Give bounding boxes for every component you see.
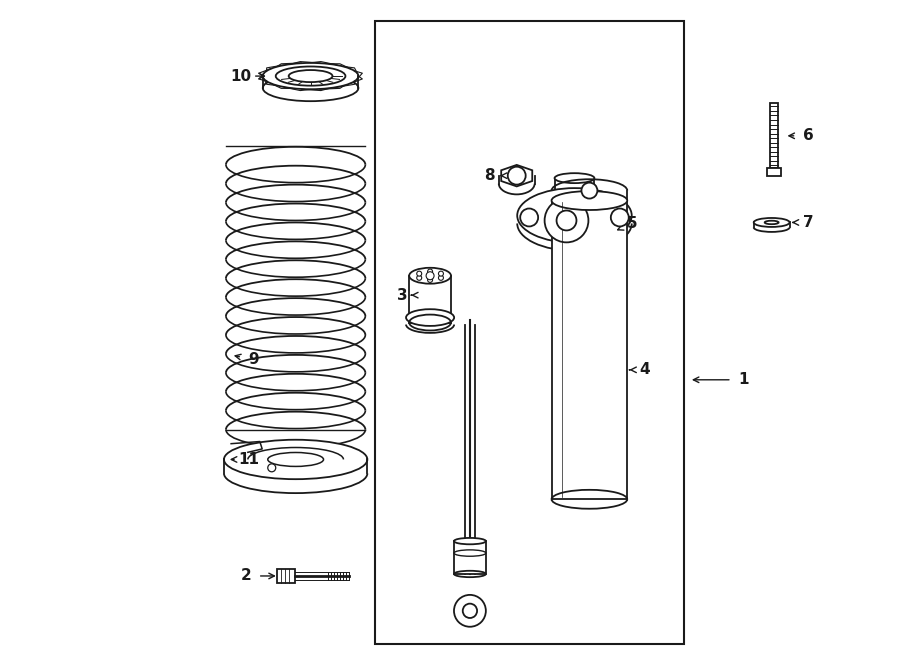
Bar bbox=[454, 541, 486, 574]
Ellipse shape bbox=[753, 218, 789, 227]
Ellipse shape bbox=[268, 453, 323, 467]
Ellipse shape bbox=[289, 70, 332, 82]
Circle shape bbox=[438, 276, 444, 280]
Circle shape bbox=[463, 603, 477, 618]
Text: 9: 9 bbox=[248, 352, 259, 368]
Text: 6: 6 bbox=[803, 128, 814, 143]
Circle shape bbox=[428, 278, 433, 282]
Text: 1: 1 bbox=[739, 372, 749, 387]
Ellipse shape bbox=[406, 309, 454, 326]
Bar bbox=[767, 168, 780, 176]
Ellipse shape bbox=[275, 67, 346, 86]
Circle shape bbox=[426, 272, 434, 280]
Text: 10: 10 bbox=[230, 69, 251, 83]
Bar bbox=[375, 21, 684, 644]
Circle shape bbox=[417, 276, 422, 280]
Circle shape bbox=[438, 271, 444, 276]
Circle shape bbox=[581, 182, 598, 198]
Bar bbox=[554, 178, 594, 190]
Bar bbox=[552, 200, 627, 499]
Bar bbox=[410, 276, 451, 323]
Text: 2: 2 bbox=[240, 568, 251, 584]
Circle shape bbox=[544, 198, 589, 243]
Circle shape bbox=[268, 464, 275, 472]
Ellipse shape bbox=[263, 63, 358, 89]
Ellipse shape bbox=[552, 191, 627, 210]
Ellipse shape bbox=[410, 268, 451, 284]
Text: 8: 8 bbox=[484, 168, 495, 183]
Ellipse shape bbox=[454, 538, 486, 544]
Ellipse shape bbox=[765, 221, 778, 224]
Circle shape bbox=[454, 595, 486, 627]
Text: 11: 11 bbox=[238, 452, 259, 467]
Circle shape bbox=[611, 208, 629, 227]
Text: 7: 7 bbox=[803, 215, 814, 230]
Ellipse shape bbox=[518, 188, 632, 243]
Text: 4: 4 bbox=[639, 362, 650, 377]
Bar bbox=[276, 569, 294, 583]
Circle shape bbox=[508, 167, 526, 184]
Circle shape bbox=[520, 208, 538, 227]
Circle shape bbox=[428, 269, 433, 274]
Text: 3: 3 bbox=[397, 288, 408, 303]
Polygon shape bbox=[501, 165, 532, 186]
Ellipse shape bbox=[224, 440, 367, 479]
Bar bbox=[770, 104, 778, 168]
Circle shape bbox=[556, 210, 577, 231]
Circle shape bbox=[417, 271, 422, 276]
Text: 5: 5 bbox=[627, 216, 637, 231]
Ellipse shape bbox=[554, 173, 594, 183]
Ellipse shape bbox=[263, 75, 358, 101]
Ellipse shape bbox=[454, 550, 486, 557]
